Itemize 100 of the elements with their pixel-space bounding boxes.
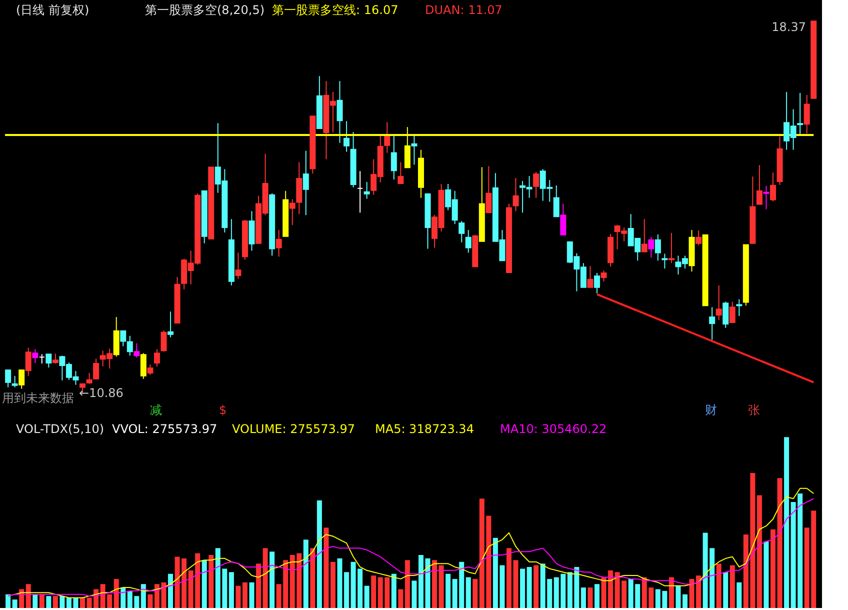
text: 第一股票多空线: 16.07 [272,3,398,17]
candlestick [736,298,742,317]
bar [588,587,593,608]
candlestick [763,185,770,210]
candlestick [5,369,12,388]
bar [12,599,18,608]
candlestick [390,135,397,180]
candlestick [32,348,38,364]
bar [756,495,762,608]
candlestick [729,301,736,323]
bar [46,596,52,608]
candlestick [38,354,45,364]
text: 减 [150,403,162,417]
candlestick [600,270,607,282]
bar [39,594,44,608]
candlestick [160,330,167,352]
text: DUAN: 11.07 [425,3,502,17]
candlestick [154,348,160,368]
bar [148,594,153,608]
candlestick [147,364,154,376]
bar [270,552,275,608]
text: $ [219,403,227,417]
text: 财 [705,403,717,417]
candlestick [18,369,25,390]
bar [52,596,58,608]
bar [60,596,65,608]
bar [682,594,688,608]
bar [114,578,119,608]
bar [371,576,376,608]
bar [594,584,600,608]
candlestick [722,301,729,328]
text: 张 [748,403,760,417]
bar [310,548,316,608]
bar [236,586,241,608]
candlestick [93,358,100,380]
annotation: 18.37 [772,20,806,34]
bar [303,540,308,608]
candlestick [25,347,32,376]
candlestick [770,172,776,202]
bar [526,566,532,608]
candlestick [384,122,390,154]
bar [6,594,11,608]
candlestick [553,184,560,218]
candlestick [52,353,58,364]
candlestick [248,210,255,252]
bar [80,598,86,608]
annotation: ←10.86 [79,386,124,400]
bar [438,565,444,608]
candlestick [587,266,594,288]
candlestick [46,354,52,368]
bar [256,564,262,608]
candlestick [662,253,668,270]
bar [520,568,526,608]
bar [730,565,735,608]
bar [364,586,370,608]
bar [723,572,728,608]
chart-title: (日线 前复权) [16,3,90,17]
candlestick [398,162,404,184]
bar [330,562,336,608]
bar [784,437,790,608]
candlestick [756,164,762,205]
bar [32,594,38,608]
candlestick [696,230,702,246]
candlestick [594,272,600,294]
candlestick [533,172,540,198]
bar [324,528,329,608]
candlestick [654,234,661,262]
candlestick [411,135,418,166]
candlestick [134,342,140,358]
candlestick [140,352,146,380]
candlestick [113,316,120,358]
text: VOLUME: 275573.97 [232,422,355,436]
bar [391,574,396,608]
candlestick [486,166,492,214]
candlestick [344,120,350,152]
bar [472,578,478,608]
bar [668,577,674,608]
text: MA10: 305460.22 [500,422,607,436]
bar [736,582,742,608]
bar [242,582,248,608]
bar [770,529,776,608]
bar [418,555,424,608]
bar [513,560,518,608]
annotation: 用到未来数据 [2,391,74,405]
candlestick [235,252,242,280]
candlestick [364,181,370,200]
bar [716,564,722,608]
bar [249,582,254,608]
candlestick [668,232,674,264]
bar [26,584,31,608]
bar [262,548,268,608]
bar [432,560,438,608]
candlestick [716,284,722,321]
bar [398,589,404,608]
bar [120,587,126,608]
bar [580,587,586,608]
bar [676,586,681,608]
candlestick [797,92,804,136]
text: VVOL: 275573.97 [112,422,218,436]
candlestick [641,218,648,252]
